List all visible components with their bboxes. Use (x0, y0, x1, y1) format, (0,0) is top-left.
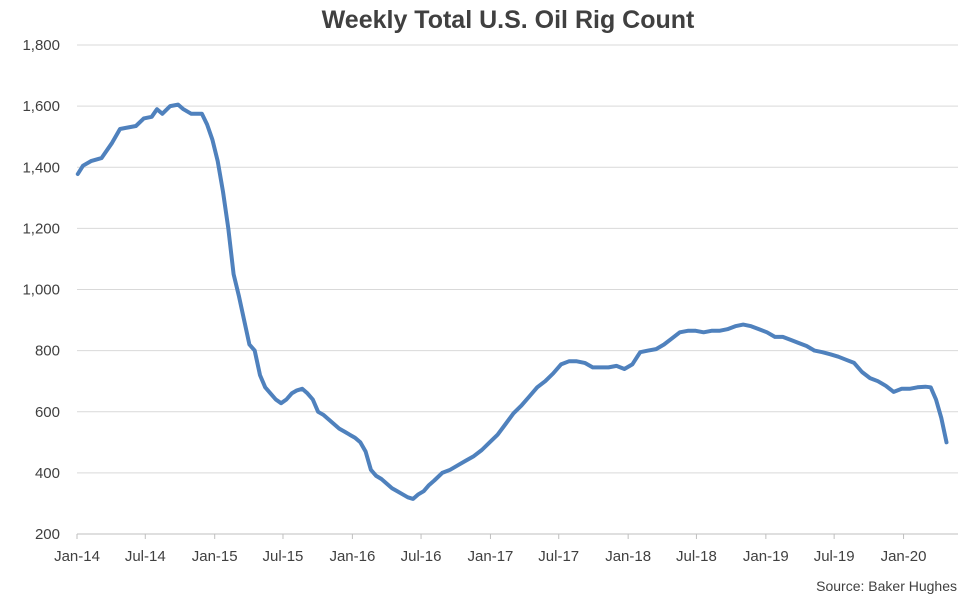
x-tick-label: Jul-14 (125, 548, 166, 565)
x-tick-label: Jan-14 (54, 548, 100, 565)
x-tick-label: Jul-18 (676, 548, 717, 565)
x-tick-label: Jan-20 (881, 548, 927, 565)
x-axis-ticks: Jan-14 Jul-14 Jan-15 Jul-15 Jan-16 Jul-16 Jan-… (54, 548, 926, 565)
x-tick-label: Jan-16 (329, 548, 375, 565)
series-layer (75, 102, 949, 501)
y-tick-label: 600 (35, 404, 60, 421)
x-tick-label: Jul-19 (814, 548, 855, 565)
y-tick-label: 1,800 (22, 37, 60, 54)
x-tick-label: Jul-15 (263, 548, 304, 565)
y-axis-ticks: 200 400 600 800 1,000 1,200 1,400 1,600 1,800 (22, 37, 60, 543)
x-tick-label: Jan-17 (468, 548, 514, 565)
y-tick-label: 400 (35, 465, 60, 482)
y-tick-label: 1,000 (22, 282, 60, 299)
y-tick-label: 200 (35, 526, 60, 543)
x-tick-label: Jan-15 (192, 548, 238, 565)
x-tick-label: Jan-19 (743, 548, 789, 565)
x-tick-label: Jul-17 (538, 548, 579, 565)
x-tick-label: Jul-16 (401, 548, 442, 565)
x-tick-label: Jan-18 (605, 548, 651, 565)
y-tick-label: 1,200 (22, 220, 60, 237)
y-tick-label: 1,600 (22, 98, 60, 115)
axes (76, 533, 958, 539)
series-line (75, 102, 949, 501)
y-tick-label: 1,400 (22, 159, 60, 176)
chart-title: Weekly Total U.S. Oil Rig Count (321, 6, 695, 34)
y-tick-label: 800 (35, 343, 60, 360)
source-note: Source: Baker Hughes (816, 578, 957, 594)
